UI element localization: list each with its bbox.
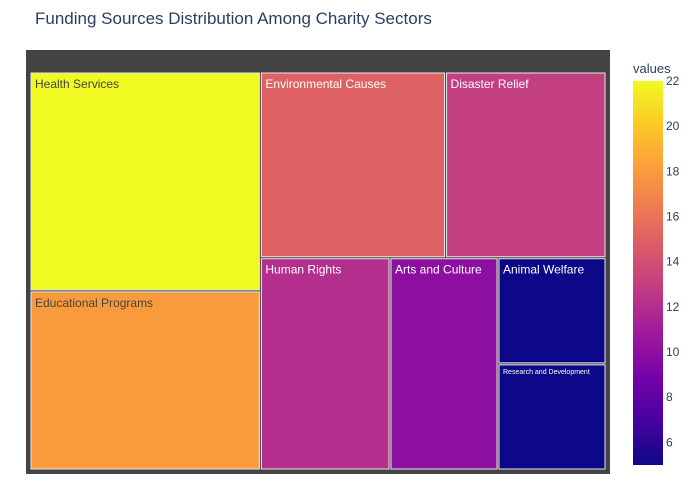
colorbar-tick-20: 20: [666, 119, 680, 133]
tile-rect-educational-programs[interactable]: [30, 291, 260, 470]
tile-label-arts-and-culture: Arts and Culture: [395, 263, 482, 277]
colorbar-tick-12: 12: [666, 300, 680, 314]
tile-label-educational-programs: Educational Programs: [35, 296, 153, 310]
tile-rect-health-services[interactable]: [30, 72, 260, 291]
colorbar-tick-18: 18: [666, 164, 680, 178]
tile-educational-programs[interactable]: Educational Programs: [30, 291, 260, 470]
colorbar-gradient: [633, 81, 663, 465]
tile-label-human-rights: Human Rights: [265, 263, 341, 277]
tile-human-rights[interactable]: Human Rights: [260, 258, 390, 470]
colorbar-tick-10: 10: [666, 345, 680, 359]
chart-title: Funding Sources Distribution Among Chari…: [35, 9, 432, 28]
tile-label-disaster-relief: Disaster Relief: [451, 77, 530, 91]
tile-label-research-and-development: Research and Development: [503, 369, 590, 376]
tile-environmental-causes[interactable]: Environmental Causes: [260, 72, 446, 258]
tile-animal-welfare[interactable]: Animal Welfare: [498, 258, 606, 364]
colorbar-tick-16: 16: [666, 210, 680, 224]
tile-label-health-services: Health Services: [35, 77, 119, 91]
tile-rect-animal-welfare[interactable]: [498, 258, 606, 364]
colorbar-tick-14: 14: [666, 255, 680, 269]
colorbar-tick-6: 6: [666, 435, 673, 449]
tile-label-environmental-causes: Environmental Causes: [265, 77, 386, 91]
tile-label-animal-welfare: Animal Welfare: [503, 263, 584, 277]
colorbar-title: values: [633, 61, 671, 76]
colorbar-tick-8: 8: [666, 390, 673, 404]
tile-arts-and-culture[interactable]: Arts and Culture: [390, 258, 498, 470]
tile-health-services[interactable]: Health Services: [30, 72, 260, 291]
colorbar-tick-22: 22: [666, 74, 680, 88]
tile-rect-arts-and-culture[interactable]: [390, 258, 498, 470]
tile-rect-disaster-relief[interactable]: [446, 72, 606, 258]
tile-research-and-development[interactable]: Research and Development: [498, 364, 606, 470]
tile-rect-human-rights[interactable]: [260, 258, 390, 470]
tile-rect-environmental-causes[interactable]: [260, 72, 446, 258]
colorbar: [633, 81, 663, 465]
tile-rect-research-and-development[interactable]: [498, 364, 606, 470]
tile-disaster-relief[interactable]: Disaster Relief: [446, 72, 606, 258]
